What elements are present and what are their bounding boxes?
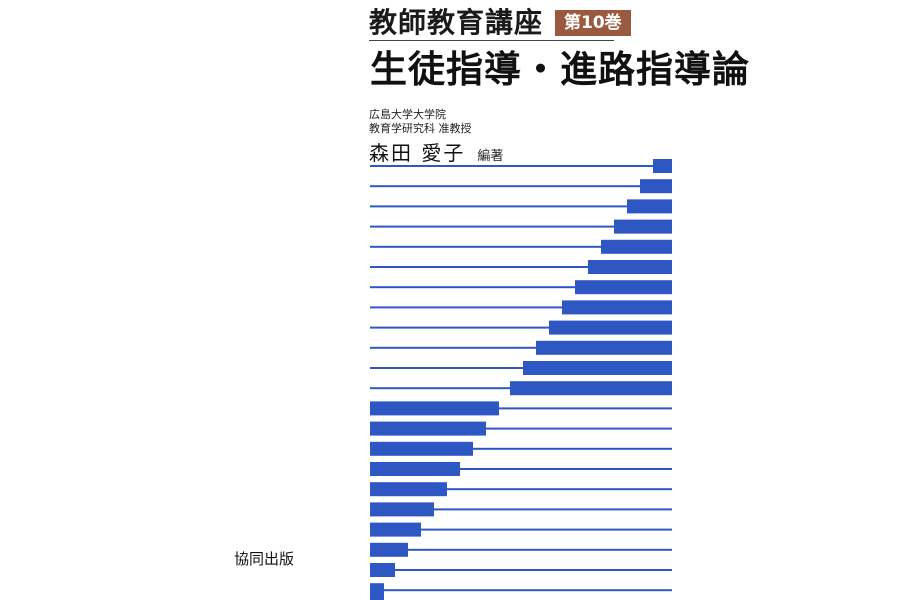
series-header: 教師教育講座 第10巻 bbox=[369, 6, 631, 40]
volume-badge: 第10巻 bbox=[555, 10, 631, 36]
author-role: 編著 bbox=[477, 149, 504, 164]
series-divider bbox=[369, 40, 614, 41]
publisher-name: 協同出版 bbox=[234, 550, 295, 568]
book-cover bbox=[226, 0, 672, 600]
author-affiliation-line-2: 教育学研究科 准教授 bbox=[369, 122, 472, 135]
author-block: 森田 愛子 編著 bbox=[369, 137, 504, 165]
author-affiliation-line-1: 広島大学大学院 bbox=[369, 108, 446, 121]
book-title: 生徒指導・進路指導論 bbox=[370, 47, 750, 91]
series-title: 教師教育講座 bbox=[369, 6, 544, 39]
author-name: 森田 愛子 bbox=[369, 141, 466, 165]
